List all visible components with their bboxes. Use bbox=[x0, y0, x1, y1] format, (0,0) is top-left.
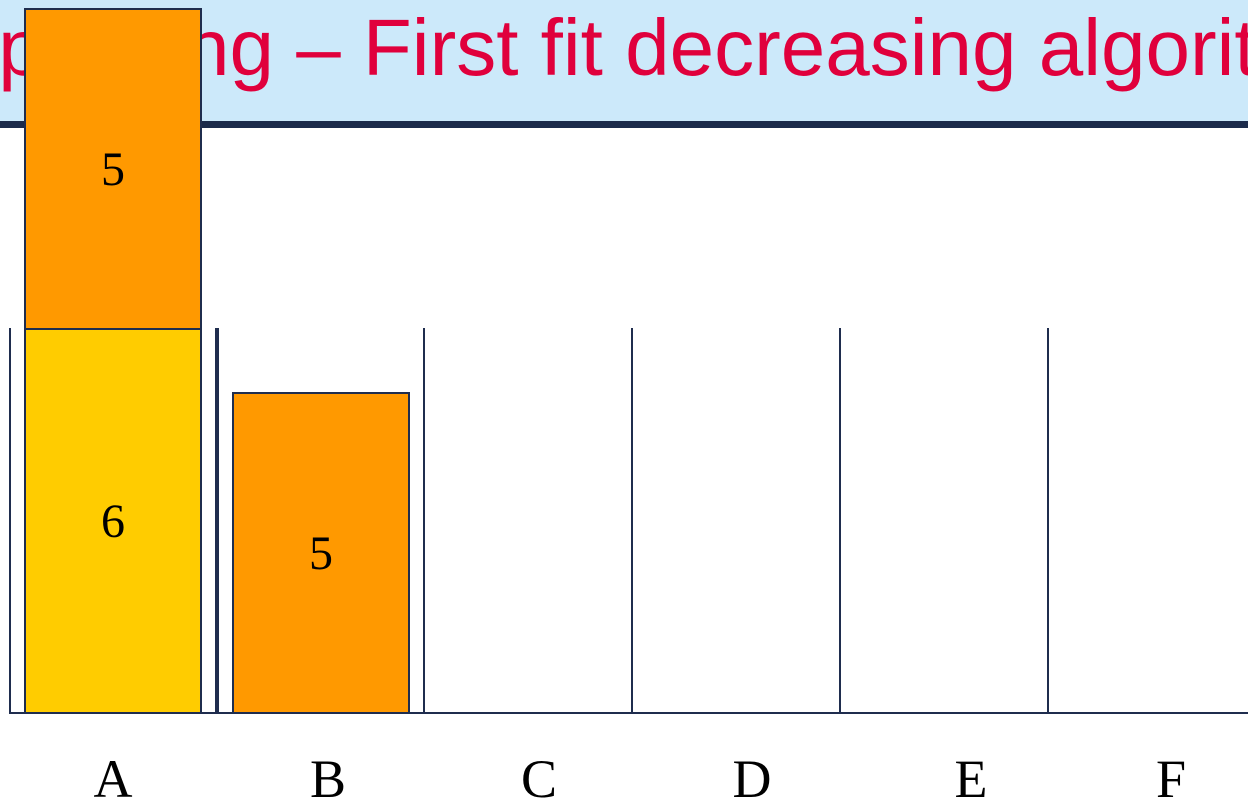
bin-label-c: C bbox=[520, 749, 558, 809]
bin-b-item-1-value: 5 bbox=[309, 526, 333, 580]
bin-e-right-wall bbox=[1047, 328, 1049, 713]
bin-label-e: E bbox=[954, 749, 988, 809]
bin-a-floor bbox=[9, 712, 217, 714]
bin-label-d: D bbox=[732, 749, 772, 809]
bin-a-item-2-value: 5 bbox=[101, 142, 125, 196]
bin-label-f: F bbox=[1155, 749, 1187, 809]
bin-b-right-wall bbox=[423, 328, 425, 713]
bin-b-item-1: 5 bbox=[232, 392, 410, 714]
bin-label-a: A bbox=[93, 749, 133, 809]
title-banner: Bin packing – First fit decreasing algor… bbox=[0, 0, 1248, 121]
bin-a-right-wall bbox=[215, 328, 217, 713]
bin-b-left-wall bbox=[217, 328, 219, 713]
bin-c-right-wall bbox=[631, 328, 633, 713]
bin-a-item-1: 6 bbox=[24, 328, 202, 714]
bin-d-right-wall bbox=[839, 328, 841, 713]
bin-floor-b-to-f bbox=[217, 712, 1248, 714]
bin-a-item-1-value: 6 bbox=[101, 494, 125, 548]
bin-a-left-wall bbox=[9, 328, 11, 713]
title-underline bbox=[0, 121, 1248, 128]
bin-label-b: B bbox=[309, 749, 347, 809]
slide-title: Bin packing – First fit decreasing algor… bbox=[0, 3, 1248, 92]
